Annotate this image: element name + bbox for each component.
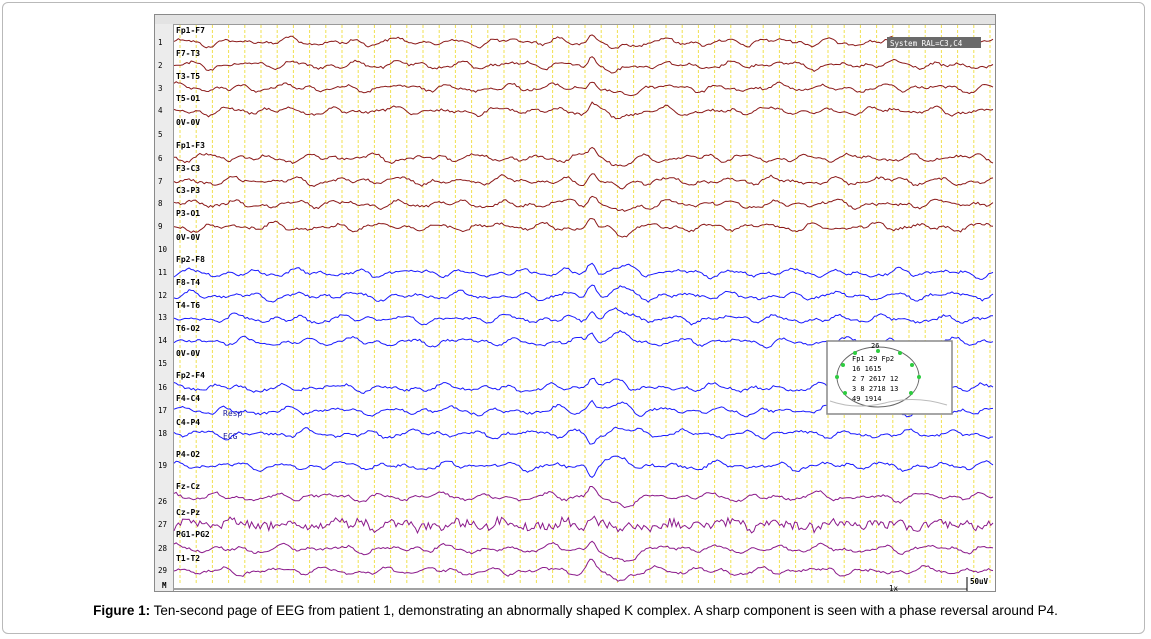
channel-number: 13 — [158, 313, 167, 322]
channel-number: 29 — [158, 566, 167, 575]
electrode-dot — [843, 391, 847, 395]
electrode-dot — [898, 351, 902, 355]
channel-label: P4-O2 — [176, 450, 200, 459]
eeg-trace-p4-o2 — [173, 455, 994, 479]
head-map-top: 26 — [871, 342, 879, 350]
channel-label: F7-T3 — [176, 49, 200, 58]
eeg-toolbar — [155, 15, 995, 25]
electrode-dot — [910, 363, 914, 367]
channel-label: F4-C4 — [176, 394, 200, 403]
head-map-row: 49 1914 — [852, 395, 882, 403]
eeg-chart-panel: 1 Fp1-F7 2 F7-T3 3 T3-T5 4 T5-O1 5 0V-0V 6 Fp1-F3 7 F… — [154, 14, 996, 592]
channel-number: 2 — [158, 61, 163, 70]
head-map-row: Fp1 29 Fp2 — [852, 355, 894, 363]
channel-number: 1 — [158, 38, 163, 47]
channel-label: Fp1-F3 — [176, 141, 205, 150]
eeg-trace-c3-p3 — [173, 195, 994, 212]
channel-label: T5-O1 — [176, 94, 200, 103]
channel-label: F8-T4 — [176, 278, 200, 287]
electrode-dot — [835, 375, 839, 379]
channel-number: 28 — [158, 544, 168, 553]
channel-number: 9 — [158, 222, 163, 231]
electrode-dot — [909, 391, 913, 395]
channel-label: Fp1-F7 — [176, 26, 205, 35]
channel-number: 27 — [158, 520, 167, 529]
eeg-plot: 1 Fp1-F7 2 F7-T3 3 T3-T5 4 T5-O1 5 0V-0V 6 Fp1-F3 7 F… — [158, 25, 994, 592]
eeg-trace-p3-o1 — [173, 218, 994, 238]
channel-label: T3-T5 — [176, 72, 200, 81]
electrode-dot — [876, 349, 880, 353]
speed-label: 1x — [889, 584, 899, 592]
scale-label: 50uV — [970, 577, 989, 586]
caption-text: Ten-second page of EEG from patient 1, d… — [150, 603, 1058, 618]
channel-number: 5 — [158, 130, 163, 139]
channel-number: 10 — [158, 245, 168, 254]
annotation-ecg: ECG — [223, 432, 238, 441]
channel-number: 7 — [158, 177, 163, 186]
channel-label: T6-O2 — [176, 324, 200, 333]
eeg-trace-fz-cz — [173, 486, 994, 509]
channel-number-column — [155, 24, 174, 591]
eeg-trace-t5-o1 — [173, 101, 994, 120]
eeg-trace-fp2-f8 — [173, 262, 994, 280]
montage-label-box — [887, 37, 981, 48]
channel-label: 0V-0V — [176, 233, 200, 242]
eeg-trace-t4-t6 — [173, 307, 993, 326]
eeg-trace-fp1-f3 — [173, 146, 994, 167]
channel-label: P3-O1 — [176, 209, 200, 218]
eeg-trace-t3-t5 — [173, 81, 994, 97]
channel-label: T1-T2 — [176, 554, 200, 563]
figure-caption: Figure 1: Ten-second page of EEG from pa… — [0, 603, 1151, 618]
eeg-trace-f8-t4 — [173, 284, 994, 303]
electrode-dot — [853, 351, 857, 355]
head-map-row: 16 1615 — [852, 365, 882, 373]
caption-label: Figure 1: — [93, 603, 151, 618]
head-map-row: 2 7 2617 12 — [852, 375, 898, 383]
channel-number: 17 — [158, 406, 167, 415]
head-map-row: 3 8 2718 13 — [852, 385, 898, 393]
annotation-resp: Resp — [223, 409, 242, 418]
channel-label: Fp2-F4 — [176, 371, 205, 380]
eeg-trace-fp1-f7 — [173, 34, 994, 50]
channel-number: 14 — [158, 336, 168, 345]
channel-label: 0V-0V — [176, 118, 200, 127]
electrode-dot — [841, 363, 845, 367]
channel-number: 19 — [158, 461, 167, 470]
channel-number: 3 — [158, 84, 163, 93]
channel-label: C4-P4 — [176, 418, 200, 427]
eeg-trace-pg1-pg2 — [173, 540, 994, 563]
channel-number: 12 — [158, 291, 167, 300]
eeg-trace-f3-c3 — [173, 173, 994, 190]
channel-number: 4 — [158, 106, 163, 115]
electrode-dot — [917, 375, 921, 379]
montage-label: System RAL=C3,C4 — [890, 39, 963, 48]
marker-row-label: M — [162, 581, 167, 590]
head-map-trace — [829, 399, 948, 407]
channel-label: T4-T6 — [176, 301, 200, 310]
channel-number: 18 — [158, 429, 168, 438]
channel-number: 6 — [158, 154, 163, 163]
eeg-trace-f7-t3 — [173, 56, 994, 74]
channel-number: 8 — [158, 199, 163, 208]
eeg-trace-c4-p4 — [173, 426, 994, 445]
channel-label: Fz-Cz — [176, 482, 200, 491]
channel-number: 11 — [158, 268, 167, 277]
channel-number: 26 — [158, 497, 168, 506]
channel-number: 15 — [158, 359, 167, 368]
channel-label: F3-C3 — [176, 164, 200, 173]
channel-number: 16 — [158, 383, 168, 392]
channel-label: Cz-Pz — [176, 508, 200, 517]
channel-label: 0V-0V — [176, 349, 200, 358]
channel-label: C3-P3 — [176, 186, 200, 195]
channel-label: PG1-PG2 — [176, 530, 210, 539]
eeg-trace-cz-pz — [173, 515, 994, 535]
eeg-trace-t1-t2 — [173, 558, 994, 582]
channel-label: Fp2-F8 — [176, 255, 205, 264]
